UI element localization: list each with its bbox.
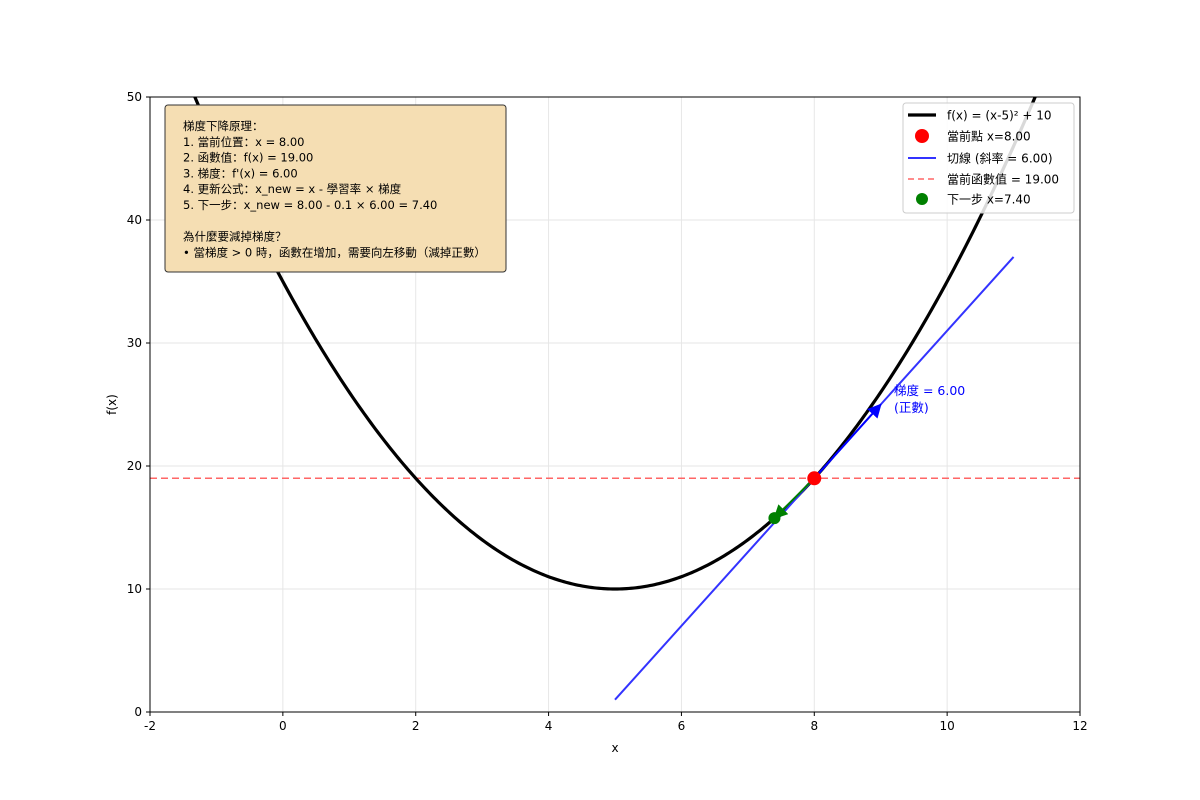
x-tick-label: 10 (940, 719, 955, 733)
legend-tangent-label: 切線 (斜率 = 6.00) (947, 151, 1053, 166)
gradient-annotation-line1: 梯度 = 6.00 (894, 383, 965, 398)
legend-background (902, 102, 1075, 214)
info-box-line: 梯度下降原理： (183, 119, 264, 133)
legend-function-label: f(x) = (x-5)² + 10 (947, 109, 1052, 123)
info-box-line: 2. 函數值：f(x) = 19.00 (183, 151, 313, 165)
x-axis-label: x (611, 741, 618, 755)
function-curve (193, 97, 1037, 591)
x-tick-label: 8 (810, 719, 818, 733)
y-tick-label: 10 (127, 582, 142, 596)
info-box: 梯度下降原理： 1. 當前位置：x = 8.00 2. 函數值：f(x) = 19.… (164, 104, 507, 273)
y-tick-label: 50 (127, 90, 142, 104)
info-box-line: • 當梯度 > 0 時，函數在增加，需要向左移動（減掉正數） (183, 245, 486, 259)
legend: f(x) = (x-5)² + 10 當前點 x=8.00 切線 (斜率 = 6.0… (902, 102, 1075, 214)
y-tick-label: 30 (127, 336, 142, 350)
info-box-line: 為什麼要減掉梯度？ (183, 230, 287, 244)
axes-frame (149, 96, 1081, 713)
y-tick-label: 20 (127, 459, 142, 473)
x-tick-label: 0 (279, 719, 287, 733)
info-box-line: 4. 更新公式：x_new = x - 學習率 × 梯度 (183, 182, 402, 196)
legend-hline-label: 當前函數值 = 19.00 (947, 172, 1059, 187)
plot-area (150, 97, 1080, 701)
y-tick-label: 0 (134, 705, 142, 719)
step-arrow (773, 477, 815, 520)
x-tick-label: 12 (1072, 719, 1087, 733)
info-box-background (164, 104, 507, 273)
legend-current-point-swatch (915, 129, 929, 143)
x-tick-label: 4 (545, 719, 553, 733)
x-tick-label: 6 (678, 719, 686, 733)
legend-next-point-label: 下一步 x=7.40 (947, 193, 1031, 207)
legend-current-point-label: 當前點 x=8.00 (947, 129, 1031, 144)
x-tick-label: -2 (144, 719, 156, 733)
y-tick-label: 40 (127, 213, 142, 227)
gradient-annotation-line2: (正數) (894, 400, 929, 415)
y-axis-label: f(x) (105, 394, 119, 415)
current-point-marker (807, 471, 822, 486)
info-box-line: 3. 梯度：f'(x) = 6.00 (183, 166, 298, 180)
x-tick-label: 2 (412, 719, 420, 733)
info-box-line: 1. 當前位置：x = 8.00 (183, 135, 305, 149)
legend-next-point-swatch (916, 193, 928, 205)
next-point-marker (768, 512, 781, 525)
info-box-line: 5. 下一步：x_new = 8.00 - 0.1 × 6.00 = 7.40 (183, 198, 437, 212)
gradient-arrow (813, 403, 882, 479)
